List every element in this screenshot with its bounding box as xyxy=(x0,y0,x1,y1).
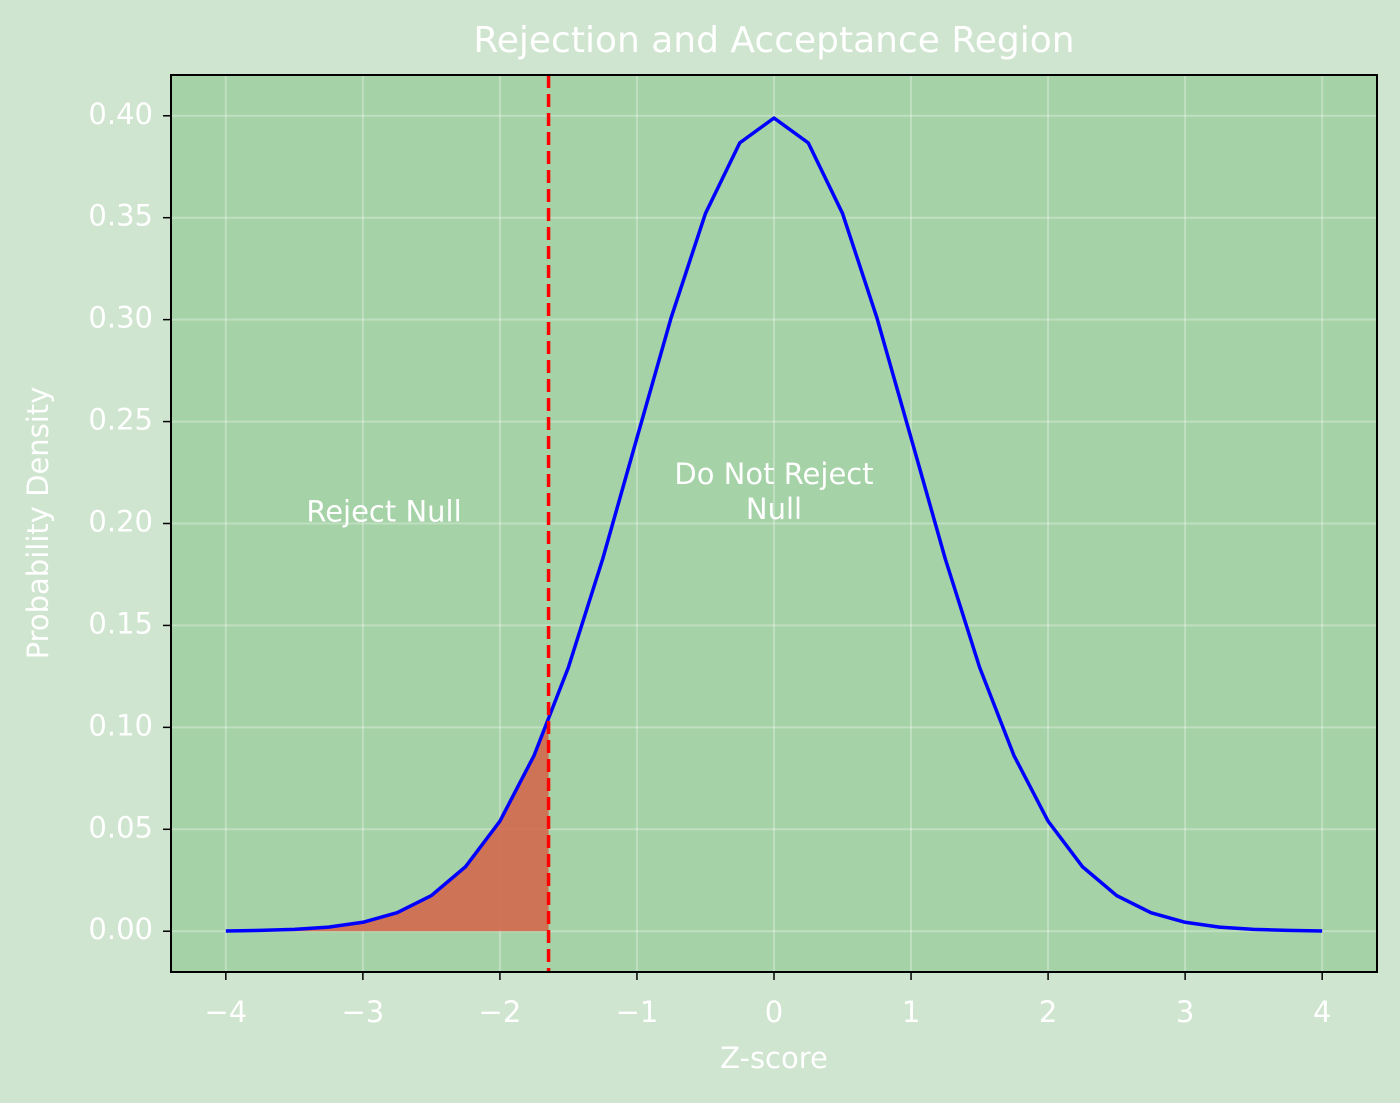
x-tick-label: 3 xyxy=(1176,995,1194,1029)
plot-area xyxy=(171,75,1377,972)
y-tick-label: 0.30 xyxy=(88,301,153,335)
y-tick-label: 0.20 xyxy=(88,505,153,539)
y-tick-label: 0.15 xyxy=(88,606,153,640)
plot-frame xyxy=(170,74,1378,973)
x-tick-label: 0 xyxy=(765,995,783,1029)
annotation: Do Not Reject Null xyxy=(674,457,874,526)
x-tick-label: −2 xyxy=(479,995,522,1029)
y-tick-label: 0.10 xyxy=(88,708,153,742)
x-tick-label: −3 xyxy=(341,995,384,1029)
annotation: Reject Null xyxy=(306,494,462,529)
x-tick-label: 2 xyxy=(1039,995,1057,1029)
y-tick-label: 0.40 xyxy=(88,97,153,131)
density-curve xyxy=(225,116,1323,933)
x-tick-label: 1 xyxy=(902,995,920,1029)
x-tick-label: −1 xyxy=(616,995,659,1029)
y-axis-label: Probability Density xyxy=(21,387,55,660)
x-tick-label: 4 xyxy=(1313,995,1331,1029)
y-tick-label: 0.05 xyxy=(88,810,153,844)
rejection-area xyxy=(225,721,549,932)
x-tick-label: −4 xyxy=(204,995,247,1029)
x-axis-label: Z-score xyxy=(720,1041,828,1075)
y-tick-label: 0.35 xyxy=(88,199,153,233)
chart-title: Rejection and Acceptance Region xyxy=(473,20,1074,61)
y-tick-label: 0.25 xyxy=(88,403,153,437)
y-tick-label: 0.00 xyxy=(88,912,153,946)
